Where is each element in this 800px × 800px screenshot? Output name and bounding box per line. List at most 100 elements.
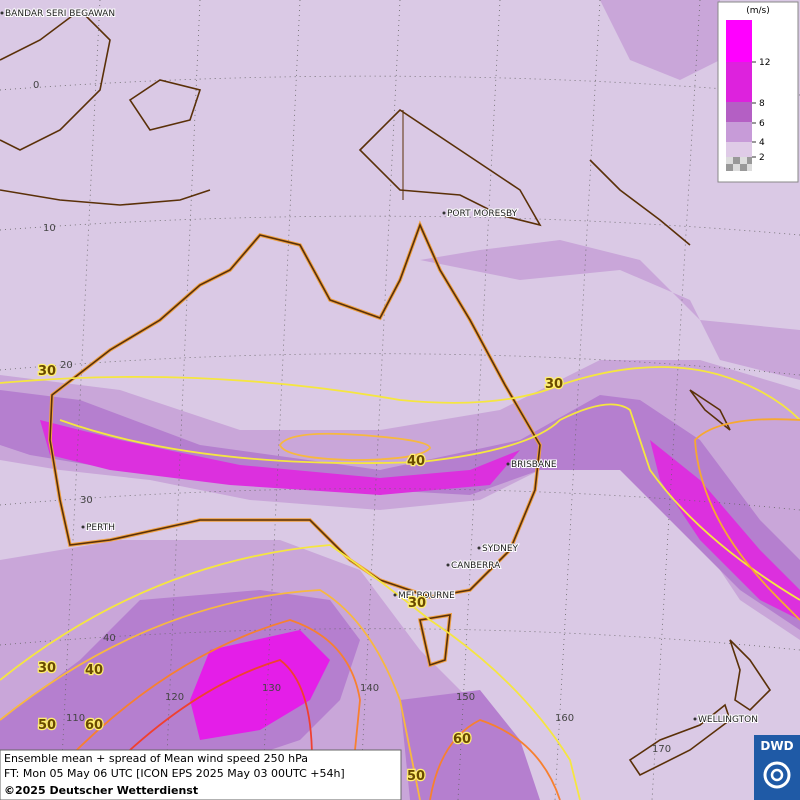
contours bbox=[0, 366, 800, 800]
legend-label: 4 bbox=[759, 138, 765, 148]
contour-line bbox=[29, 619, 361, 800]
city-marker bbox=[0, 11, 4, 15]
spread-area bbox=[420, 240, 800, 380]
contour-line bbox=[59, 403, 800, 601]
contour-line bbox=[0, 366, 800, 421]
coastline bbox=[419, 614, 451, 667]
footer-box bbox=[0, 749, 402, 800]
grid-line bbox=[651, 0, 701, 800]
coastline bbox=[589, 159, 691, 246]
lon-label: 140 bbox=[360, 683, 379, 694]
lat-label: 40 bbox=[103, 633, 116, 644]
city-marker bbox=[393, 593, 397, 597]
contour-label: 30 bbox=[38, 364, 56, 379]
city-label: CANBERRA bbox=[451, 561, 501, 571]
city-label: WELLINGTON bbox=[698, 715, 758, 725]
contour-line bbox=[79, 659, 313, 800]
footer-forecast: FT: Mon 05 May 06 UTC [ICON EPS 2025 May… bbox=[4, 767, 345, 780]
coastline bbox=[49, 222, 541, 598]
grid-line bbox=[164, 0, 201, 800]
grid-line bbox=[0, 488, 800, 511]
coastline bbox=[689, 389, 731, 431]
contour-label: 60 bbox=[85, 718, 103, 733]
legend-label: 6 bbox=[759, 119, 765, 129]
legend-swatch bbox=[733, 164, 740, 171]
city-label: BRISBANE bbox=[511, 460, 557, 470]
legend-swatch bbox=[726, 157, 733, 164]
city-marker bbox=[442, 211, 446, 215]
legend-swatch bbox=[740, 157, 747, 164]
legend-swatch bbox=[726, 20, 752, 62]
contour-label: 40 bbox=[85, 663, 103, 678]
spread-area bbox=[0, 390, 800, 630]
contour-label: 50 bbox=[38, 718, 56, 733]
lat-label: 0 bbox=[33, 80, 39, 91]
footer-copyright: ©2025 Deutscher Wetterdienst bbox=[4, 784, 198, 797]
footer-title: Ensemble mean + spread of Mean wind spee… bbox=[4, 752, 308, 765]
coastline bbox=[0, 189, 211, 206]
city-marker bbox=[693, 717, 697, 721]
coastline bbox=[0, 8, 111, 151]
logo-icon bbox=[770, 768, 784, 782]
legend-swatch bbox=[726, 62, 752, 102]
logo-text: DWD bbox=[760, 739, 793, 753]
lat-label: 30 bbox=[80, 495, 93, 506]
spread-area bbox=[40, 420, 520, 495]
legend-label: 8 bbox=[759, 99, 765, 109]
coastlines bbox=[0, 8, 772, 777]
legend: (m/s) 12 8 6 4 2 bbox=[717, 1, 799, 183]
lon-label: 160 bbox=[555, 713, 574, 724]
city-label: MELBOURNE bbox=[398, 591, 455, 601]
spread-area bbox=[400, 690, 540, 800]
grid-line bbox=[0, 628, 800, 651]
city-marker bbox=[81, 525, 85, 529]
city-marker bbox=[506, 462, 510, 466]
grid-line bbox=[0, 75, 800, 96]
grid-line bbox=[359, 0, 401, 800]
grid-line bbox=[0, 353, 800, 376]
logo bbox=[754, 735, 800, 800]
grid-line bbox=[0, 215, 800, 236]
labels: BANDAR SERI BEGAWAN PORT MORESBY BRISBANE P… bbox=[0, 8, 759, 785]
city-marker bbox=[446, 563, 450, 567]
contour-line bbox=[0, 544, 581, 800]
grid-line bbox=[457, 0, 501, 800]
coastline bbox=[628, 703, 731, 777]
coastline bbox=[729, 639, 772, 712]
lat-label: 20 bbox=[60, 360, 73, 371]
contour-label: 50 bbox=[407, 769, 425, 784]
city-label: SYDNEY bbox=[482, 544, 519, 554]
contour-label: 30 bbox=[38, 661, 56, 676]
spread-area bbox=[600, 0, 720, 80]
legend-swatch bbox=[726, 142, 752, 157]
coastline bbox=[128, 79, 202, 131]
spread-area bbox=[190, 630, 330, 740]
legend-label: 12 bbox=[759, 58, 770, 68]
lon-label: 130 bbox=[262, 683, 281, 694]
city-marker bbox=[477, 546, 481, 550]
contour-line bbox=[429, 719, 561, 800]
contour-label: 30 bbox=[545, 377, 563, 392]
city-label: BANDAR SERI BEGAWAN bbox=[5, 9, 115, 19]
legend-swatch bbox=[747, 164, 752, 171]
legend-unit: (m/s) bbox=[746, 6, 770, 16]
contour-label: 40 bbox=[407, 454, 425, 469]
grid-line bbox=[59, 0, 101, 800]
city-label: PORT MORESBY bbox=[447, 209, 518, 219]
legend-swatch bbox=[726, 122, 752, 142]
coastline bbox=[358, 108, 542, 227]
contour-line bbox=[278, 432, 431, 461]
contour-label: 30 bbox=[408, 596, 426, 611]
logo-icon bbox=[763, 761, 791, 789]
legend-label: 2 bbox=[759, 153, 765, 163]
contour-line bbox=[694, 418, 800, 621]
lon-label: 110 bbox=[66, 713, 85, 724]
grid-line bbox=[261, 0, 301, 800]
lat-label: 10 bbox=[43, 223, 56, 234]
contour-label: 60 bbox=[453, 732, 471, 747]
